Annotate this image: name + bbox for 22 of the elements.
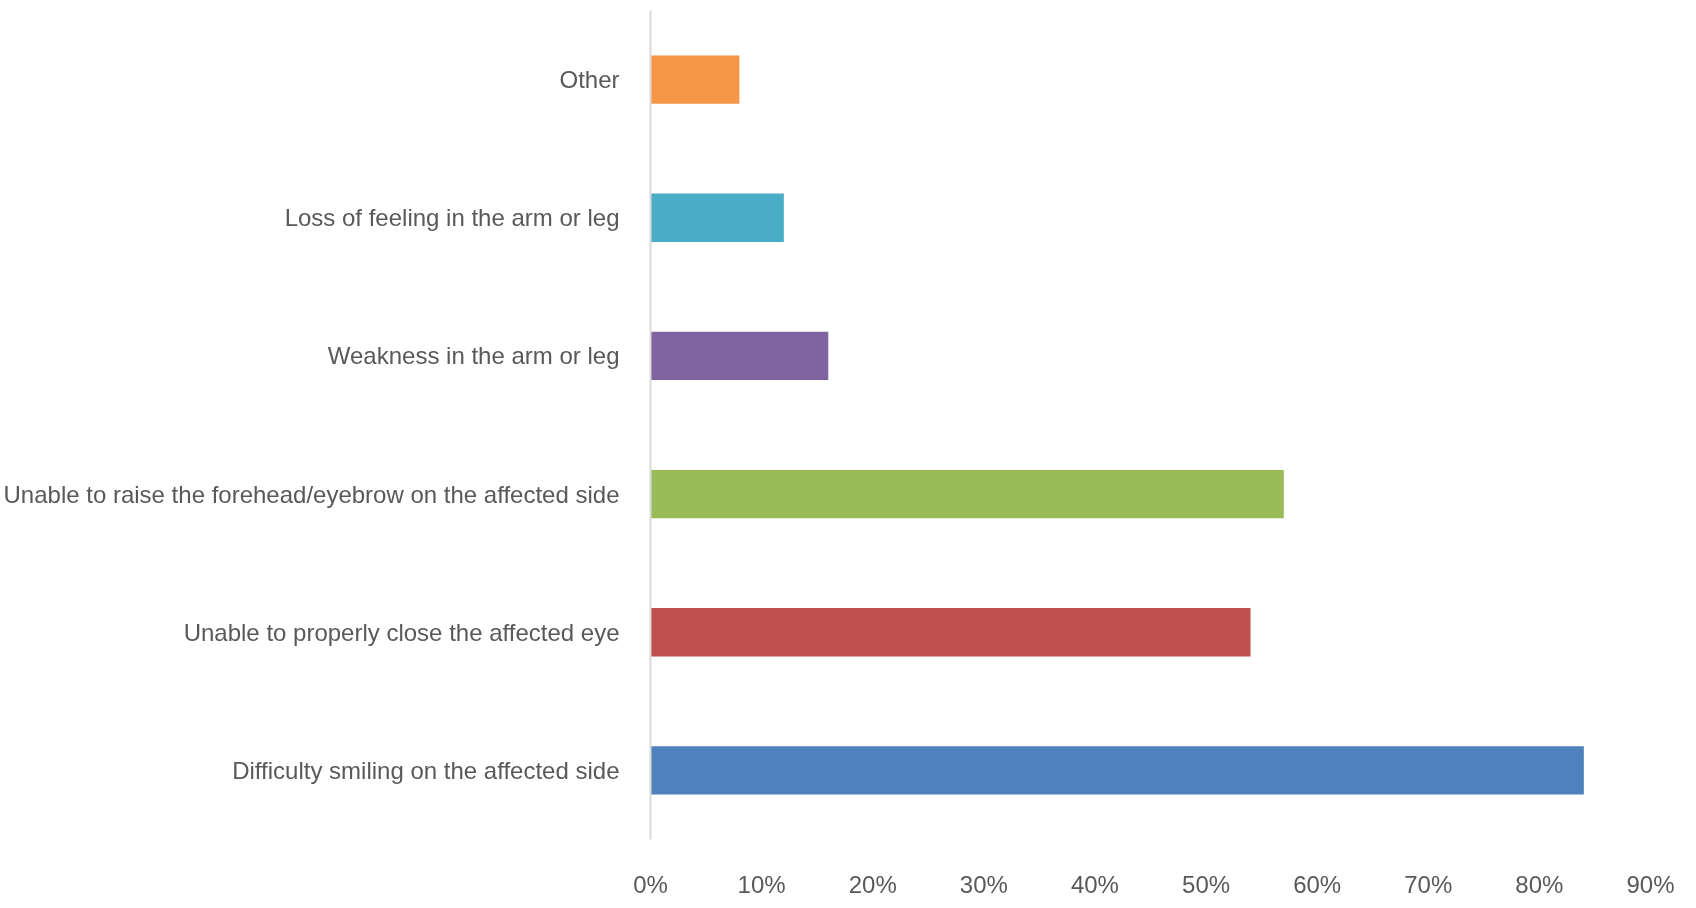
y-tick-label: Other [559,66,620,94]
y-tick-label: Unable to properly close the affected eye [183,618,620,646]
x-tick-label: 10% [737,870,786,898]
bar [650,193,784,242]
bar [650,746,1584,795]
bar [650,608,1251,657]
y-tick-label: Difficulty smiling on the affected side [232,756,620,784]
x-tick-label: 0% [633,870,668,898]
y-tick-label: Loss of feeling in the arm or leg [284,204,620,232]
x-tick-label: 90% [1626,870,1675,898]
x-tick-label: 60% [1293,870,1342,898]
y-tick-label: Unable to raise the forehead/eyebrow on the affected side [3,480,620,508]
x-tick-label: 70% [1404,870,1453,898]
x-tick-label: 40% [1070,870,1119,898]
bar [650,331,829,381]
x-tick-label: 80% [1515,870,1564,898]
x-tick-label: 30% [959,870,1008,898]
x-tick-label: 50% [1182,870,1231,898]
y-tick-label: Weakness in the arm or leg [327,342,620,370]
x-tick-label: 20% [848,870,897,898]
bar [650,55,740,104]
bar [650,469,1284,519]
